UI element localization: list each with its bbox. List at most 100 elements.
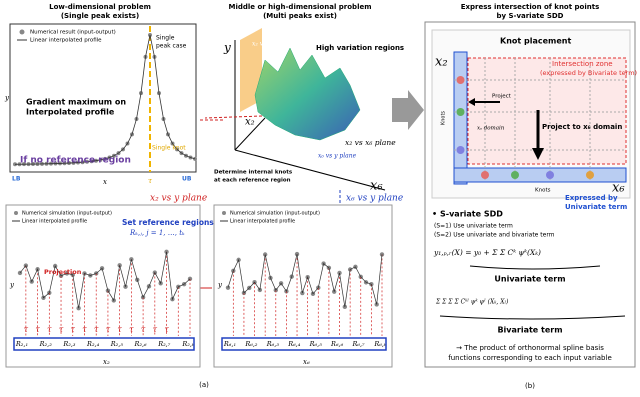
- axis: [234, 117, 266, 151]
- title: Middle or high-dimensional problem: [228, 3, 371, 11]
- brace: [439, 315, 626, 320]
- tau: τ: [82, 325, 87, 334]
- axis-label: x₂: [435, 55, 448, 70]
- arrow: [468, 98, 475, 106]
- note: If no reference region: [20, 156, 131, 166]
- caption: (a): [199, 381, 209, 389]
- note: Univariate term: [565, 203, 627, 211]
- legend: Linear interpolated profile: [22, 219, 87, 225]
- note: Project: [492, 94, 512, 100]
- tau: τ: [106, 325, 111, 334]
- heading: Univariate term: [494, 275, 565, 284]
- profile-line: [19, 251, 191, 309]
- note: Single knot: [152, 145, 186, 152]
- tau: τ: [141, 325, 146, 334]
- tau: τ: [24, 325, 29, 334]
- lb: LB: [12, 176, 21, 183]
- tau: τ: [94, 325, 99, 334]
- plot-frame: [213, 204, 393, 368]
- title: Express intersection of knot points: [461, 3, 599, 11]
- region-band: [221, 337, 387, 351]
- heading: Knot placement: [500, 37, 571, 46]
- tau: τ: [47, 325, 52, 334]
- tau: τ: [148, 177, 152, 185]
- plane-label: x₂ vs y plane: [150, 194, 207, 204]
- formula: Rₖ,ⱼ, j = 1, …, tₖ: [129, 229, 185, 237]
- y-label: y: [217, 281, 223, 289]
- region-label: R₂,₂: [39, 340, 53, 348]
- text: functions corresponding to each input va…: [448, 354, 612, 362]
- surface: [254, 47, 361, 141]
- plane-label: x₆ vs y plane: [318, 153, 357, 160]
- plot-frame: [9, 23, 197, 173]
- note: Intersection zone: [552, 60, 613, 68]
- title: by S-variate SDD: [496, 12, 563, 20]
- knot: [456, 108, 465, 116]
- arrow: [532, 148, 544, 160]
- text: (S=2) Use univariate and bivariate term: [434, 232, 555, 239]
- tau: τ: [129, 325, 134, 334]
- tau: τ: [59, 325, 64, 334]
- note: at each reference region: [214, 178, 291, 184]
- y-label: y: [9, 281, 15, 289]
- region-label: R₂,₄: [86, 340, 100, 348]
- knot: [546, 171, 554, 179]
- knots-label: Knots: [441, 111, 447, 125]
- x-label: x: [103, 178, 107, 186]
- panel-frame: [424, 21, 636, 368]
- legend-marker: [222, 211, 226, 215]
- region-label: R₆,₆: [330, 340, 344, 348]
- ub: UB: [182, 176, 192, 183]
- formula: y₁,ₚ,ᵣ(X) = y₀ + Σ Σ Cᵏ ψᵏ(Xₖ): [433, 248, 541, 257]
- region-label: R₆,₄: [287, 340, 301, 348]
- axis: [234, 149, 386, 191]
- legend: Numerical simulation (input-output): [22, 211, 112, 217]
- knot: [481, 171, 489, 179]
- x6-label: x₆: [370, 179, 383, 194]
- legend: Linear interpolated profile: [230, 219, 295, 225]
- note: Interpolated profile: [26, 108, 115, 117]
- connector: [200, 115, 263, 121]
- plane-label: x₂ vs y plane: [252, 41, 291, 48]
- note: Gradient maximum on: [26, 98, 126, 107]
- region-label: R₂,₆: [133, 340, 147, 348]
- note: Project to x₆ domain: [542, 123, 622, 131]
- knot: [586, 171, 594, 179]
- bullet: •: [432, 210, 437, 219]
- knots-label: Knots: [535, 188, 551, 194]
- brace: [469, 265, 601, 270]
- note: High variation regions: [316, 44, 404, 52]
- knot: [456, 76, 465, 84]
- legend: Linear interpolated profile: [30, 38, 102, 44]
- heading: Bivariate term: [497, 326, 562, 335]
- heading: S-variate SDD: [440, 210, 503, 219]
- note: Expressed by: [565, 194, 618, 202]
- y-label: y: [4, 94, 10, 102]
- tau: τ: [117, 325, 122, 334]
- knot: [456, 146, 465, 154]
- tau: τ: [35, 325, 40, 334]
- profile: Numerical simulation (input-output) Linea…: [217, 211, 387, 366]
- plane-label: x₂ vs x₆ plane: [345, 138, 396, 147]
- region-band: [13, 337, 195, 351]
- arrow: [392, 90, 424, 130]
- subtitle: (Single peak exists): [61, 12, 139, 20]
- peak-curve: [13, 33, 197, 167]
- caption: (b): [525, 382, 535, 390]
- axis-label: x₆: [612, 181, 625, 196]
- legend: Numerical simulation (input-output): [230, 211, 320, 217]
- region-label: R₆,₁: [223, 340, 236, 348]
- note: Projection: [44, 268, 82, 276]
- note: xₛ domain: [477, 126, 505, 132]
- intersection-zone: [467, 57, 627, 165]
- region-label: R₂,₇: [157, 340, 171, 348]
- note: peak case: [156, 43, 187, 50]
- x-label: x₆: [303, 358, 310, 366]
- tau: τ: [71, 325, 76, 334]
- region-label: R₂,₃: [62, 340, 76, 348]
- region-label: R₂,ₜ: [181, 340, 194, 348]
- plot-frame: [5, 204, 201, 368]
- note: (expressed by Bivariate term): [540, 69, 637, 77]
- note: Set reference regions: [122, 218, 214, 227]
